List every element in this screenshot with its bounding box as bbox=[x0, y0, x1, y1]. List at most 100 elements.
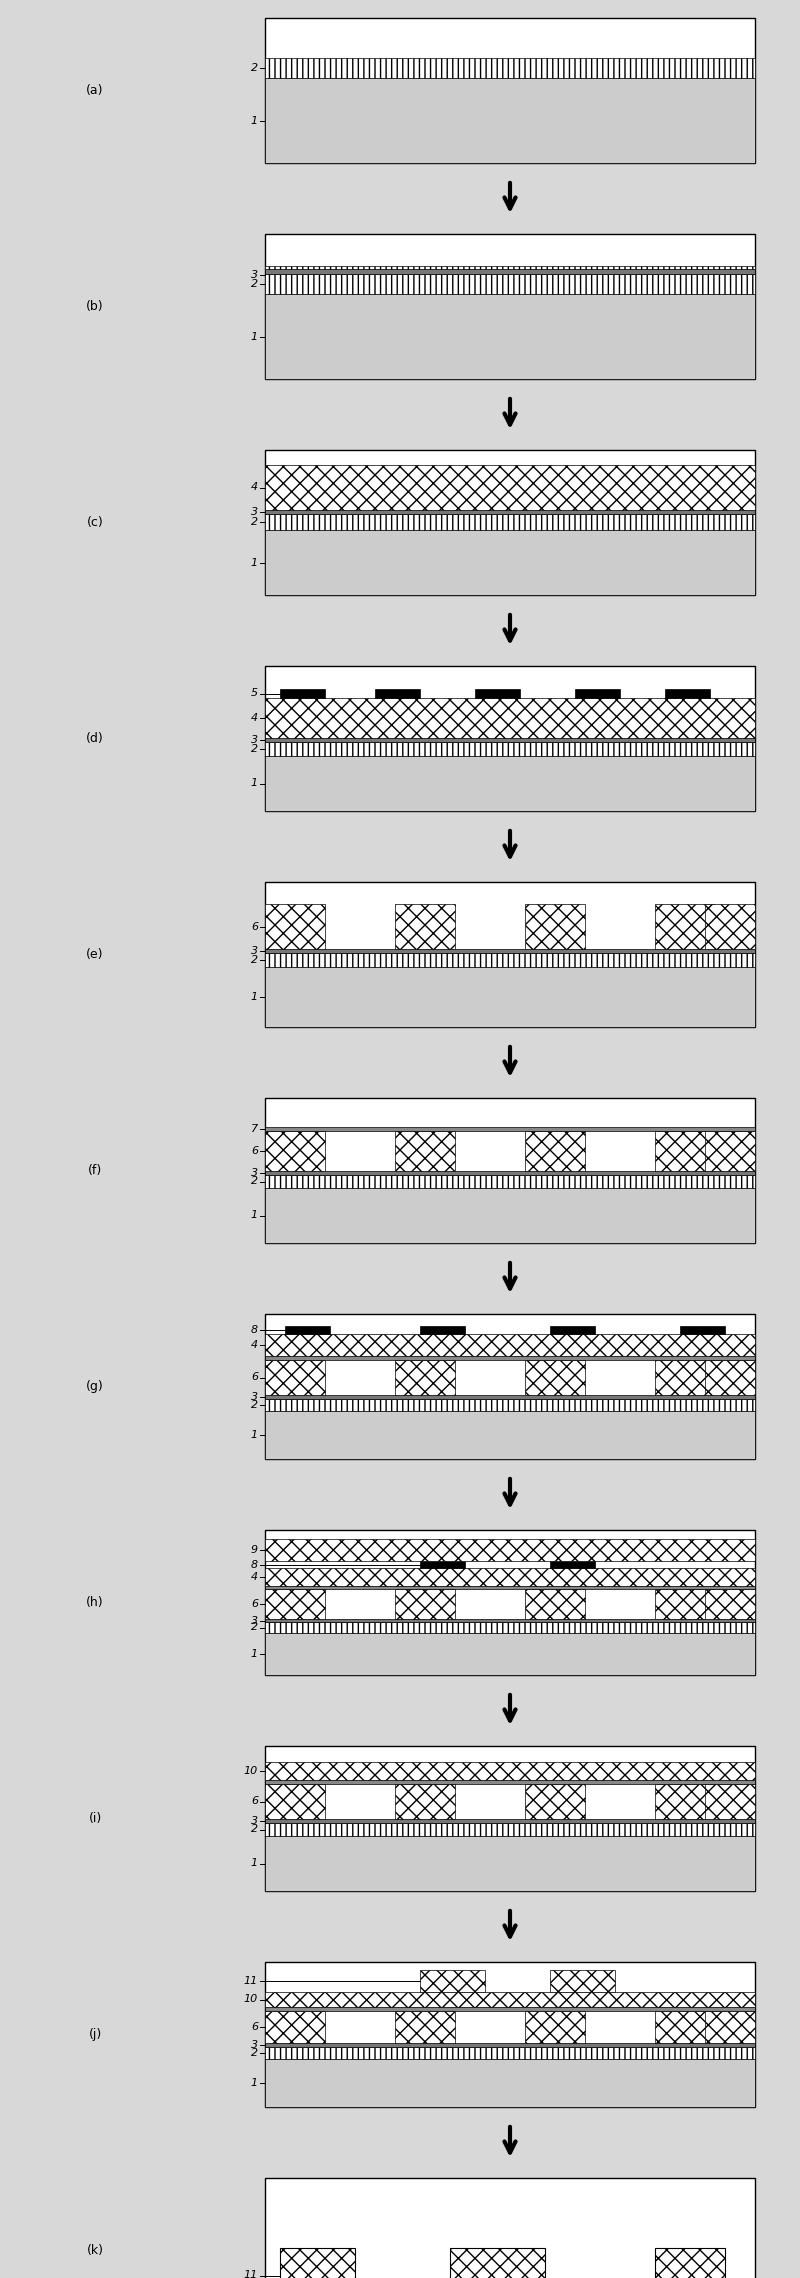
Text: (a): (a) bbox=[86, 84, 104, 98]
Text: 3: 3 bbox=[251, 2041, 258, 2050]
Bar bbox=[265, 904, 325, 950]
Bar bbox=[265, 2059, 755, 2107]
Bar bbox=[265, 2007, 755, 2011]
Bar bbox=[265, 1189, 755, 1244]
Bar bbox=[265, 1355, 755, 1360]
Bar bbox=[550, 1326, 595, 1335]
Bar bbox=[395, 1360, 455, 1394]
Bar bbox=[265, 738, 755, 743]
Bar bbox=[265, 1761, 755, 1779]
Text: 8: 8 bbox=[251, 1560, 258, 1570]
Text: 3: 3 bbox=[251, 1169, 258, 1178]
Bar bbox=[655, 1590, 715, 1620]
Text: 6: 6 bbox=[251, 2023, 258, 2032]
Bar bbox=[265, 465, 755, 510]
Bar bbox=[575, 688, 620, 697]
Bar bbox=[265, 2178, 755, 2278]
Bar bbox=[265, 2011, 325, 2043]
Text: 6: 6 bbox=[251, 1374, 258, 1383]
Bar bbox=[265, 756, 755, 811]
Text: 2: 2 bbox=[251, 1825, 258, 1834]
Text: (k): (k) bbox=[86, 2244, 103, 2257]
Bar bbox=[265, 950, 755, 952]
Text: 1: 1 bbox=[251, 333, 258, 342]
Bar bbox=[450, 2248, 545, 2278]
Bar bbox=[265, 882, 755, 1027]
Bar bbox=[265, 1531, 755, 1674]
Bar bbox=[265, 1585, 755, 1590]
Bar bbox=[395, 904, 455, 950]
Bar bbox=[265, 451, 755, 595]
Text: 2: 2 bbox=[251, 745, 258, 754]
Text: 2: 2 bbox=[251, 2048, 258, 2057]
Text: 1: 1 bbox=[251, 1431, 258, 1440]
Bar bbox=[265, 1171, 755, 1175]
Bar bbox=[285, 1326, 330, 1335]
Bar bbox=[265, 1822, 755, 1836]
Bar bbox=[265, 1175, 755, 1189]
Text: 9: 9 bbox=[251, 1544, 258, 1556]
Bar bbox=[265, 2043, 755, 2048]
Bar bbox=[280, 688, 325, 697]
Bar bbox=[265, 510, 755, 515]
Bar bbox=[655, 2248, 725, 2278]
Bar bbox=[420, 1970, 485, 1991]
Bar bbox=[705, 1130, 755, 1171]
Bar bbox=[375, 688, 420, 697]
Bar bbox=[525, 904, 585, 950]
Bar bbox=[395, 1590, 455, 1620]
Bar bbox=[265, 77, 755, 164]
Text: (c): (c) bbox=[86, 517, 103, 528]
Bar bbox=[265, 531, 755, 595]
Text: 2: 2 bbox=[251, 1622, 258, 1633]
Text: (h): (h) bbox=[86, 1597, 104, 1608]
Text: 4: 4 bbox=[251, 1339, 258, 1351]
Bar bbox=[705, 1784, 755, 1820]
Bar bbox=[705, 1590, 755, 1620]
Bar bbox=[665, 688, 710, 697]
Text: 11: 11 bbox=[244, 1975, 258, 1986]
Bar bbox=[265, 267, 755, 269]
Bar bbox=[420, 1326, 465, 1335]
Text: 6: 6 bbox=[251, 1797, 258, 1806]
Bar bbox=[265, 665, 755, 811]
Text: (d): (d) bbox=[86, 731, 104, 745]
Bar bbox=[475, 688, 520, 697]
Text: 5: 5 bbox=[251, 688, 258, 699]
Bar bbox=[265, 1410, 755, 1458]
Bar bbox=[265, 57, 755, 77]
Text: 11: 11 bbox=[244, 2271, 258, 2278]
Bar bbox=[265, 1130, 325, 1171]
Bar bbox=[265, 1335, 755, 1355]
Text: 2: 2 bbox=[251, 278, 258, 289]
Bar bbox=[265, 1961, 755, 2107]
Text: (b): (b) bbox=[86, 301, 104, 312]
Bar bbox=[525, 2011, 585, 2043]
Bar bbox=[705, 2011, 755, 2043]
Bar bbox=[280, 2248, 355, 2278]
Text: 6: 6 bbox=[251, 1599, 258, 1608]
Text: 1: 1 bbox=[251, 991, 258, 1002]
Bar bbox=[265, 1836, 755, 1891]
Bar bbox=[265, 1590, 325, 1620]
Text: 1: 1 bbox=[251, 116, 258, 125]
Bar bbox=[550, 1560, 595, 1567]
Bar bbox=[265, 1779, 755, 1784]
Bar bbox=[265, 1620, 755, 1622]
Bar bbox=[265, 294, 755, 378]
Bar bbox=[265, 1991, 755, 2007]
Bar bbox=[655, 2011, 715, 2043]
Text: (g): (g) bbox=[86, 1380, 104, 1394]
Text: 2: 2 bbox=[251, 954, 258, 966]
Text: (i): (i) bbox=[88, 1811, 102, 1825]
Bar bbox=[265, 743, 755, 756]
Text: 1: 1 bbox=[251, 2078, 258, 2089]
Bar bbox=[550, 1970, 615, 1991]
Text: 2: 2 bbox=[251, 1175, 258, 1187]
Text: 1: 1 bbox=[251, 1210, 258, 1221]
Text: 10: 10 bbox=[244, 1765, 258, 1777]
Text: (j): (j) bbox=[88, 2027, 102, 2041]
Bar bbox=[265, 697, 755, 738]
Bar bbox=[395, 2011, 455, 2043]
Bar bbox=[680, 1326, 725, 1335]
